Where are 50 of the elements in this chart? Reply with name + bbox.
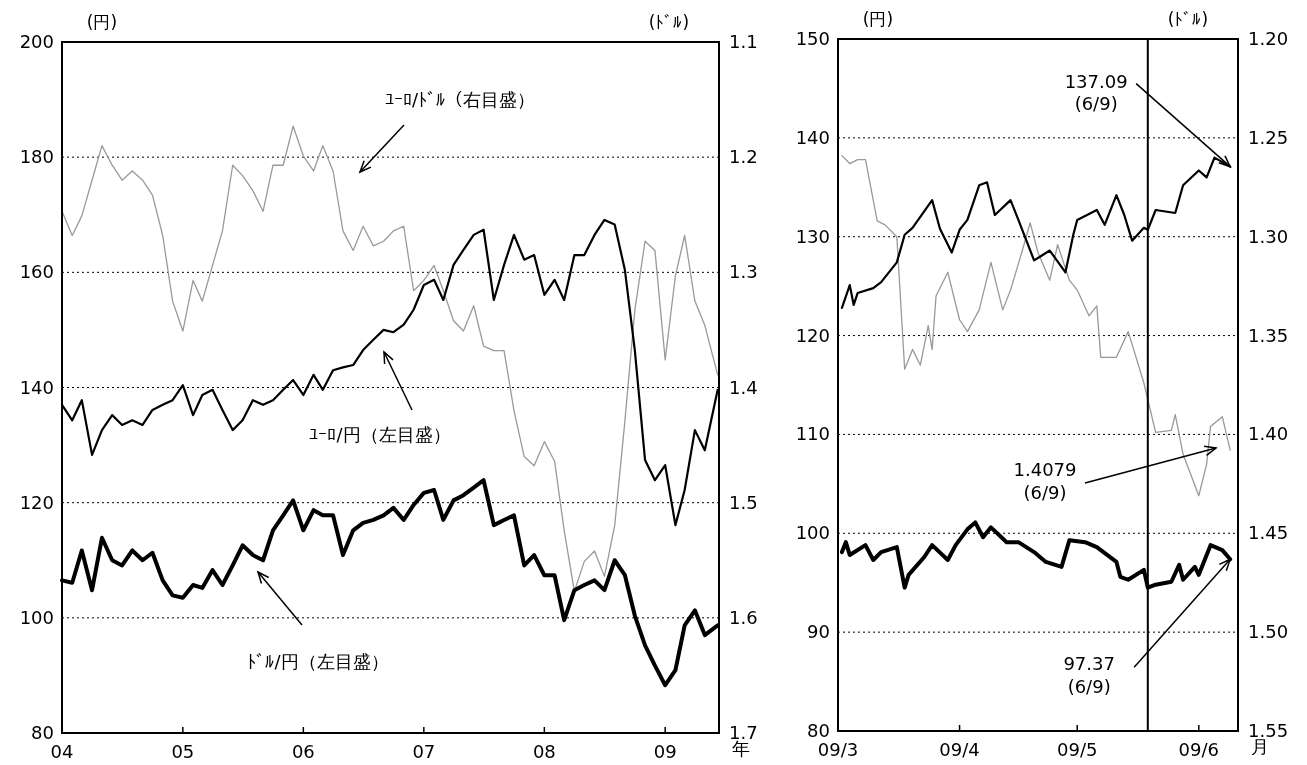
y2-tick-label: 1.35 [1248, 324, 1289, 346]
x-tick-label: 05 [171, 741, 195, 762]
y-tick-label: 130 [795, 225, 830, 247]
x-axis-title: 年 [732, 738, 750, 759]
y-tick-label: 80 [31, 722, 54, 743]
y2-tick-label: 1.3 [729, 261, 758, 283]
y-tick-label: 100 [19, 606, 54, 628]
y2-tick-label: 1.5 [729, 491, 758, 513]
y2-tick-label: 1.40 [1248, 423, 1289, 445]
y-tick-label: 80 [807, 720, 830, 741]
annotation: 97.37 (6/9) [1063, 653, 1115, 697]
y2-axis-title: (ﾄﾞﾙ) [1167, 9, 1209, 29]
x-tick-label: 09/6 [1178, 739, 1219, 760]
y2-tick-label: 1.2 [729, 146, 758, 168]
x-tick-label: 04 [50, 741, 74, 762]
y-tick-label: 100 [795, 522, 830, 544]
annotation: ﾕｰﾛ/円（左目盛） [309, 424, 451, 445]
x-tick-label: 09/3 [817, 739, 859, 760]
y-tick-label: 160 [19, 261, 54, 283]
y-tick-label: 140 [795, 126, 830, 148]
y-tick-label: 180 [19, 146, 54, 168]
x-tick-label: 07 [412, 741, 436, 762]
y-axis-title: (円) [86, 12, 118, 32]
y-tick-label: 90 [807, 621, 830, 643]
y2-tick-label: 1.30 [1248, 225, 1289, 247]
y2-tick-label: 1.25 [1248, 126, 1289, 148]
annotation: 1.4079 (6/9) [1013, 459, 1077, 503]
x-tick-label: 09 [653, 741, 677, 762]
annotation: ﾕｰﾛ/ﾄﾞﾙ（右目盛） [384, 89, 536, 110]
y-tick-label: 140 [19, 376, 54, 398]
x-tick-label: 08 [532, 741, 556, 762]
x-axis-title: 月 [1251, 736, 1269, 757]
y2-tick-label: 1.50 [1248, 621, 1289, 643]
y2-axis-title: (ﾄﾞﾙ) [648, 12, 690, 32]
y-tick-label: 110 [795, 423, 830, 445]
y-tick-label: 120 [19, 491, 54, 513]
y-axis-title: (円) [862, 9, 894, 29]
y2-tick-label: 1.20 [1248, 28, 1289, 49]
y2-tick-label: 1.45 [1248, 522, 1289, 544]
x-tick-label: 09/5 [1057, 739, 1098, 760]
annotation: 137.09 (6/9) [1064, 70, 1128, 115]
y2-tick-label: 1.4 [729, 376, 758, 398]
y-tick-label: 150 [795, 28, 830, 49]
y-tick-label: 200 [19, 31, 54, 52]
y-tick-label: 120 [795, 324, 830, 346]
x-tick-label: 09/4 [939, 739, 980, 760]
annotation: ﾄﾞﾙ/円（左目盛） [247, 651, 389, 672]
x-tick-label: 06 [291, 741, 315, 762]
y2-tick-label: 1.1 [729, 31, 758, 52]
y2-tick-label: 1.6 [729, 606, 758, 628]
